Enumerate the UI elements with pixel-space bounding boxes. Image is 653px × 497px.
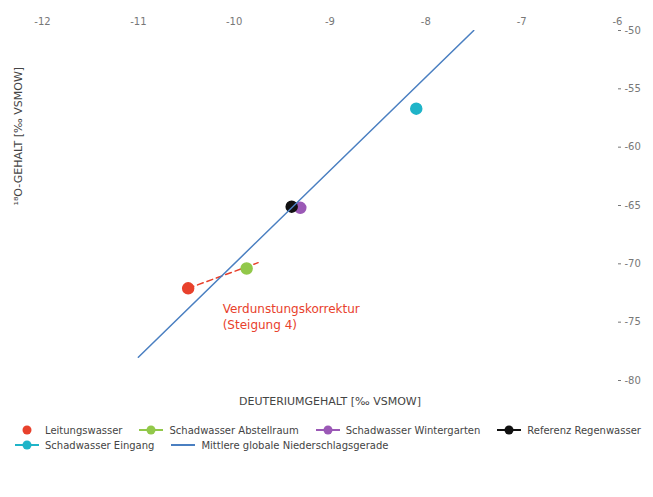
html-text:Mittlere globale Niederschlags: Mittlere globale Niederschlagsgerade bbox=[201, 439, 389, 451]
svg-text:-50: -50 bbox=[625, 25, 641, 36]
svg-text:-12: -12 bbox=[34, 16, 50, 27]
html-text:Schadwasser Wintergarten: Schadwasser Wintergarten bbox=[345, 424, 481, 436]
svg-text:-80: -80 bbox=[625, 375, 641, 386]
html-text:Schadwasser Abstellraum: Schadwasser Abstellraum bbox=[169, 424, 299, 436]
svg-text:-7: -7 bbox=[517, 16, 527, 27]
svg-text:-10: -10 bbox=[226, 16, 242, 27]
svg-text:-55: -55 bbox=[625, 83, 641, 94]
html-text:Schadwasser Eingang: Schadwasser Eingang bbox=[45, 439, 155, 451]
svg-text:-60: -60 bbox=[625, 141, 641, 152]
svg-text:-8: -8 bbox=[421, 16, 431, 27]
svg-text:-9: -9 bbox=[325, 16, 335, 27]
svg-text:Verdunstungskorrektur(Steigung: Verdunstungskorrektur(Steigung 4) bbox=[223, 302, 360, 332]
svg-text:-75: -75 bbox=[625, 316, 641, 327]
svg-text:DEUTERIUMGEHALT [‰ VSMOW]: DEUTERIUMGEHALT [‰ VSMOW] bbox=[239, 395, 421, 408]
svg-text:-6: -6 bbox=[613, 16, 623, 27]
html-text:Referenz Regenwasser: Referenz Regenwasser bbox=[527, 424, 641, 436]
svg-text:-65: -65 bbox=[625, 200, 641, 211]
svg-text:-70: -70 bbox=[625, 258, 641, 269]
svg-text:¹⁸O-GEHALT [‰ VSMOW]: ¹⁸O-GEHALT [‰ VSMOW] bbox=[12, 67, 25, 206]
svg-text:-11: -11 bbox=[130, 16, 146, 27]
html-text:Leitungswasser: Leitungswasser bbox=[45, 424, 123, 436]
